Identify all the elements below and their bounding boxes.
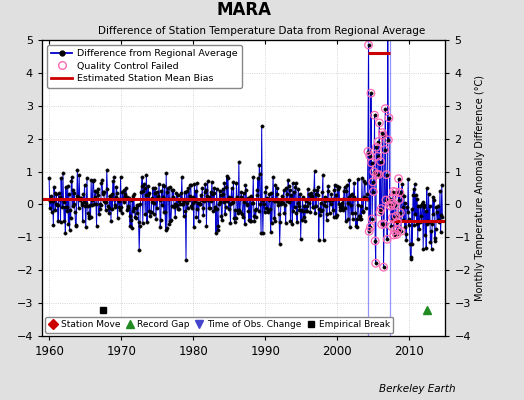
Quality Control Failed	[380, 221, 388, 227]
Difference from Regional Average	[322, 199, 329, 204]
Quality Control Failed	[369, 188, 377, 195]
Quality Control Failed	[389, 188, 397, 195]
Quality Control Failed	[393, 218, 401, 225]
Quality Control Failed	[375, 120, 384, 126]
Quality Control Failed	[374, 138, 383, 145]
Text: Berkeley Earth: Berkeley Earth	[379, 384, 456, 394]
Quality Control Failed	[378, 221, 386, 228]
Quality Control Failed	[396, 210, 405, 216]
Quality Control Failed	[390, 228, 399, 234]
Quality Control Failed	[368, 179, 377, 185]
Difference from Regional Average	[113, 184, 119, 189]
Quality Control Failed	[376, 158, 385, 165]
Quality Control Failed	[366, 224, 375, 230]
Quality Control Failed	[365, 228, 373, 234]
Quality Control Failed	[386, 196, 395, 202]
Quality Control Failed	[373, 171, 381, 178]
Difference from Regional Average	[378, 206, 384, 211]
Quality Control Failed	[379, 264, 388, 270]
Quality Control Failed	[371, 238, 379, 244]
Difference from Regional Average	[76, 172, 82, 177]
Quality Control Failed	[376, 209, 384, 215]
Quality Control Failed	[368, 216, 376, 222]
Difference from Regional Average	[385, 30, 391, 35]
Difference from Regional Average	[335, 202, 342, 207]
Quality Control Failed	[375, 171, 383, 178]
Quality Control Failed	[379, 132, 387, 138]
Quality Control Failed	[370, 169, 378, 175]
Y-axis label: Monthly Temperature Anomaly Difference (°C): Monthly Temperature Anomaly Difference (…	[475, 75, 485, 301]
Title: MARA: MARA	[216, 1, 271, 19]
Legend: Station Move, Record Gap, Time of Obs. Change, Empirical Break: Station Move, Record Gap, Time of Obs. C…	[46, 317, 394, 333]
Quality Control Failed	[391, 189, 400, 195]
Quality Control Failed	[367, 160, 376, 166]
Line: Difference from Regional Average: Difference from Regional Average	[47, 31, 444, 269]
Quality Control Failed	[385, 202, 394, 208]
Quality Control Failed	[374, 153, 382, 160]
Quality Control Failed	[367, 90, 375, 96]
Quality Control Failed	[383, 172, 391, 178]
Quality Control Failed	[392, 231, 401, 238]
Quality Control Failed	[380, 146, 389, 153]
Quality Control Failed	[397, 228, 405, 234]
Quality Control Failed	[384, 30, 392, 36]
Quality Control Failed	[391, 202, 399, 208]
Quality Control Failed	[388, 200, 396, 206]
Quality Control Failed	[364, 148, 372, 155]
Difference from Regional Average	[46, 176, 52, 180]
Quality Control Failed	[389, 232, 398, 238]
Text: Difference of Station Temperature Data from Regional Average: Difference of Station Temperature Data f…	[99, 26, 425, 36]
Quality Control Failed	[372, 144, 380, 150]
Quality Control Failed	[387, 223, 396, 230]
Difference from Regional Average	[439, 215, 445, 220]
Quality Control Failed	[372, 260, 380, 266]
Quality Control Failed	[387, 203, 395, 210]
Difference from Regional Average	[380, 265, 387, 270]
Quality Control Failed	[377, 206, 385, 212]
Difference from Regional Average	[398, 192, 405, 196]
Quality Control Failed	[378, 129, 387, 136]
Quality Control Failed	[382, 197, 390, 203]
Quality Control Failed	[392, 213, 400, 219]
Quality Control Failed	[395, 176, 403, 182]
Quality Control Failed	[383, 236, 391, 242]
Quality Control Failed	[385, 115, 393, 121]
Quality Control Failed	[384, 137, 392, 143]
Quality Control Failed	[364, 42, 373, 48]
Quality Control Failed	[370, 112, 379, 118]
Quality Control Failed	[395, 197, 403, 203]
Quality Control Failed	[381, 106, 389, 112]
Quality Control Failed	[394, 227, 402, 233]
Quality Control Failed	[388, 214, 397, 221]
Quality Control Failed	[366, 152, 374, 159]
Quality Control Failed	[396, 189, 404, 196]
